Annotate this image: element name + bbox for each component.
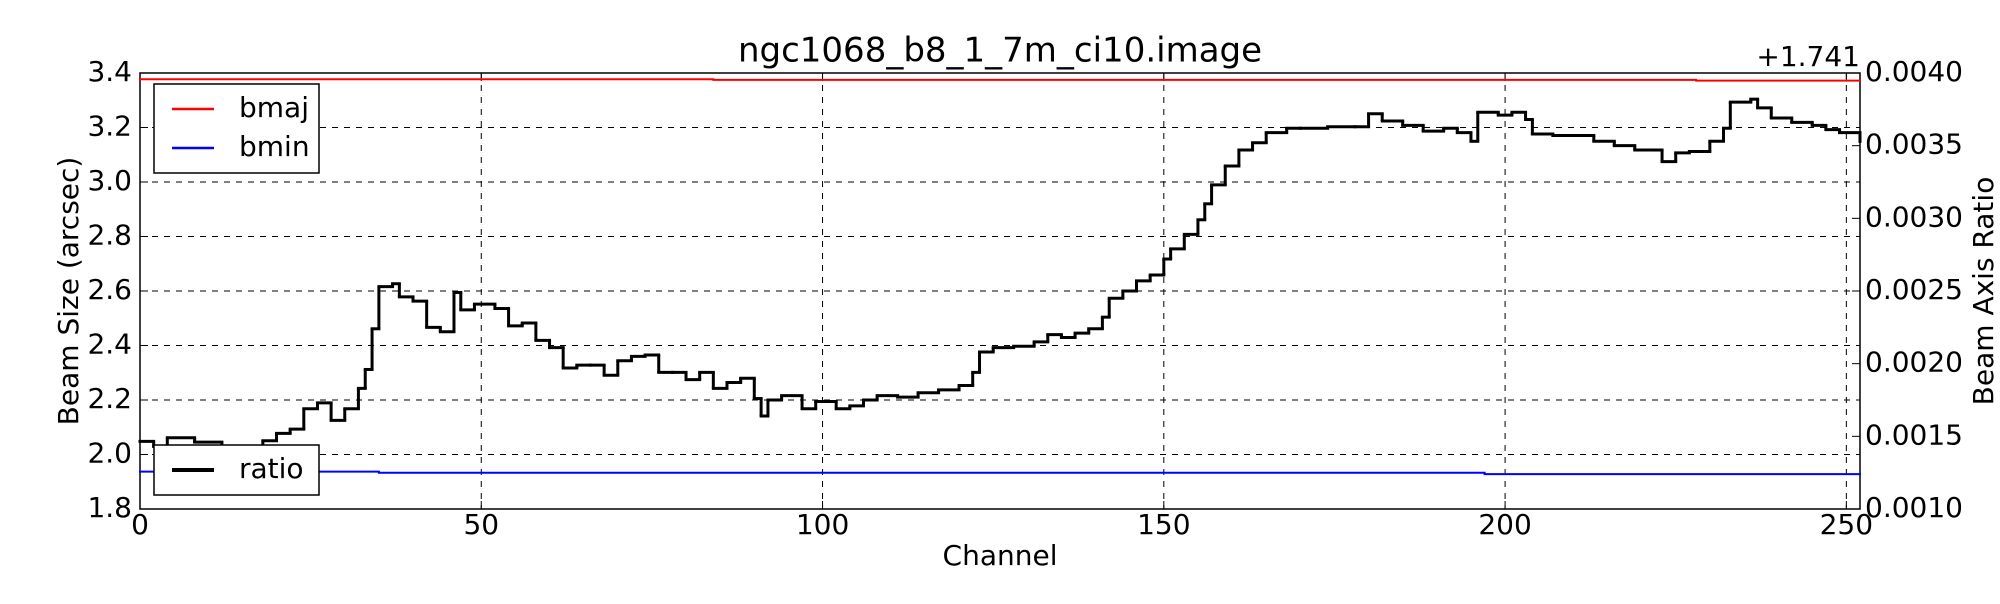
x-tick-label: 100 [796, 508, 849, 541]
y-tick-label: 3.0 [87, 164, 132, 197]
y2-tick-label: 0.0010 [1865, 491, 1963, 524]
x-tick-label: 150 [1137, 508, 1190, 541]
x-axis-label: Channel [943, 539, 1058, 572]
x-tick-label: 50 [463, 508, 499, 541]
y2-tick-label: 0.0035 [1865, 128, 1963, 161]
y2-tick-label: 0.0025 [1865, 273, 1963, 306]
chart-title: ngc1068_b8_1_7m_ci10.image [738, 31, 1262, 71]
y2-axis-label: Beam Axis Ratio [1967, 177, 2000, 406]
y-tick-label: 3.2 [87, 110, 132, 143]
y-tick-label: 2.6 [87, 273, 132, 306]
x-tick-label: 0 [131, 508, 149, 541]
plot-frame [139, 72, 1861, 510]
y-tick-label: 2.4 [87, 328, 132, 361]
y2-tick-label: 0.0030 [1865, 200, 1963, 233]
legend-label: ratio [239, 452, 304, 485]
y-tick-label: 1.8 [87, 491, 132, 524]
y-tick-label: 2.8 [87, 219, 132, 252]
y2-tick-label: 0.0015 [1865, 418, 1963, 451]
y-tick-label: 2.2 [87, 382, 132, 415]
legend-box [153, 83, 320, 174]
x-tick-label: 200 [1478, 508, 1531, 541]
legend-label: bmin [239, 130, 310, 163]
y-tick-label: 2.0 [87, 437, 132, 470]
y-tick-label: 3.4 [87, 55, 132, 88]
y-axis-label: Beam Size (arcsec) [52, 157, 85, 426]
legend-label: bmaj [239, 91, 309, 124]
y2-tick-label: 0.0020 [1865, 346, 1963, 379]
x-tick-label: 250 [1820, 508, 1873, 541]
y2-offset: +1.741 [1756, 40, 1860, 73]
y2-tick-label: 0.0040 [1865, 55, 1963, 88]
